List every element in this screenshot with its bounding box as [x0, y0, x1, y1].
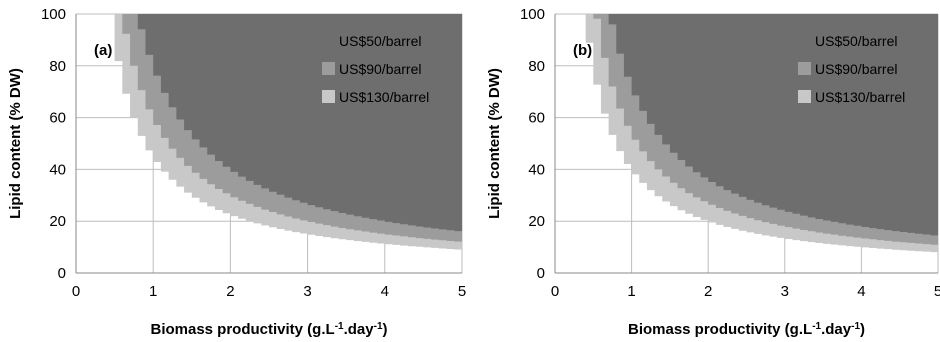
- x-tick-label: 5: [458, 283, 466, 300]
- legend-label: US$90/barrel: [815, 61, 898, 77]
- y-tick-label: 100: [520, 6, 545, 23]
- legend-label: US$90/barrel: [339, 61, 422, 77]
- panel-label: (a): [94, 42, 112, 59]
- x-tick-label: 0: [72, 283, 80, 300]
- x-tick-label: 4: [857, 283, 865, 300]
- chart-panel-1: 0 1 2 3 4 5 0 20 40 60 80 100 Biomass productivity (…: [7, 6, 466, 338]
- y-tick-label: 20: [49, 213, 66, 230]
- x-tick-label: 1: [627, 283, 635, 300]
- legend-swatch: [322, 34, 335, 47]
- y-tick-label: 20: [528, 213, 545, 230]
- y-tick-label: 40: [528, 161, 545, 178]
- x-tick-label: 5: [934, 283, 940, 300]
- x-tick-label: 3: [303, 283, 311, 300]
- legend: US$50/barrel US$90/barrel US$130/barrel: [322, 33, 429, 105]
- legend-swatch: [798, 34, 811, 47]
- x-tick-label: 2: [704, 283, 712, 300]
- y-axis-title: Lipid content (% DW): [7, 68, 24, 219]
- legend-swatch: [798, 90, 811, 103]
- area-series: [114, 14, 462, 250]
- y-tick-label: 40: [49, 161, 66, 178]
- y-tick-label: 60: [49, 110, 66, 127]
- legend-label: US$50/barrel: [339, 33, 422, 49]
- y-tick-label: 80: [49, 58, 66, 75]
- area-us-50-barrel: [137, 14, 462, 232]
- x-tick-label: 1: [149, 283, 157, 300]
- legend-swatch: [322, 90, 335, 103]
- chart-panel-2: 0 1 2 3 4 5 0 20 40 60 80 100 Biomass productivity (…: [486, 6, 940, 338]
- legend-swatch: [798, 62, 811, 75]
- legend-label: US$50/barrel: [815, 33, 898, 49]
- y-tick-label: 60: [528, 110, 545, 127]
- x-tick-label: 3: [781, 283, 789, 300]
- x-tick-label: 4: [381, 283, 389, 300]
- legend-label: US$130/barrel: [339, 89, 429, 105]
- y-tick-label: 0: [537, 265, 545, 282]
- legend-swatch: [322, 62, 335, 75]
- y-tick-label: 100: [41, 6, 66, 23]
- y-axis-title: Lipid content (% DW): [486, 68, 503, 219]
- y-tick-label: 0: [58, 265, 66, 282]
- y-tick-label: 80: [528, 58, 545, 75]
- x-tick-label: 0: [551, 283, 559, 300]
- panel-label: (b): [573, 42, 592, 59]
- area-us-50-barrel: [608, 14, 938, 236]
- legend: US$50/barrel US$90/barrel US$130/barrel: [798, 33, 905, 105]
- x-axis-title: Biomass productivity (g.L-1.day-1): [628, 321, 865, 339]
- area-series: [585, 14, 938, 253]
- legend-label: US$130/barrel: [815, 89, 905, 105]
- x-axis-title: Biomass productivity (g.L-1.day-1): [150, 321, 387, 339]
- x-tick-label: 2: [226, 283, 234, 300]
